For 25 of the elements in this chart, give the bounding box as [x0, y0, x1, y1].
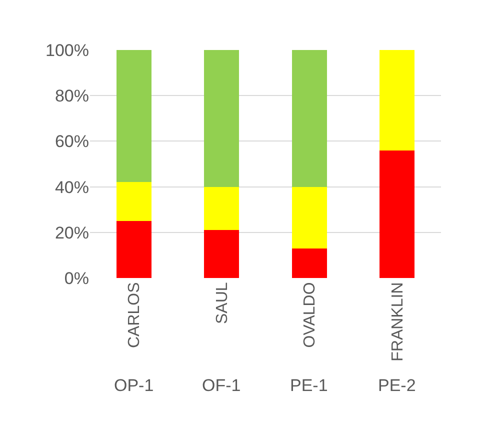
bar	[380, 50, 415, 150]
bar	[292, 186, 327, 248]
bar	[204, 230, 240, 278]
y-tick-label: 80%	[54, 86, 89, 106]
bar	[292, 248, 327, 278]
y-tick-label: 0%	[64, 268, 89, 288]
bar	[116, 221, 152, 278]
bar	[204, 50, 240, 187]
x-tick-label: FRANKLIN	[389, 282, 406, 362]
bar	[292, 50, 327, 187]
x-tick-label: CARLOS	[126, 282, 144, 348]
bar	[380, 150, 415, 278]
text: OP-1	[114, 376, 154, 395]
text: PE-2	[378, 376, 416, 395]
y-tick-label: 100%	[46, 40, 89, 60]
x-tick-label: SAUL	[214, 282, 231, 324]
y-tick-label: 60%	[54, 132, 89, 152]
y-tick-label: 20%	[54, 223, 89, 242]
bar	[116, 50, 152, 182]
text: OF-1	[202, 376, 241, 395]
bar	[204, 186, 240, 230]
text: PE-1	[290, 376, 328, 395]
y-tick-label: 40%	[54, 178, 89, 197]
bar	[116, 182, 152, 221]
x-tick-label: OVALDO	[302, 282, 319, 348]
